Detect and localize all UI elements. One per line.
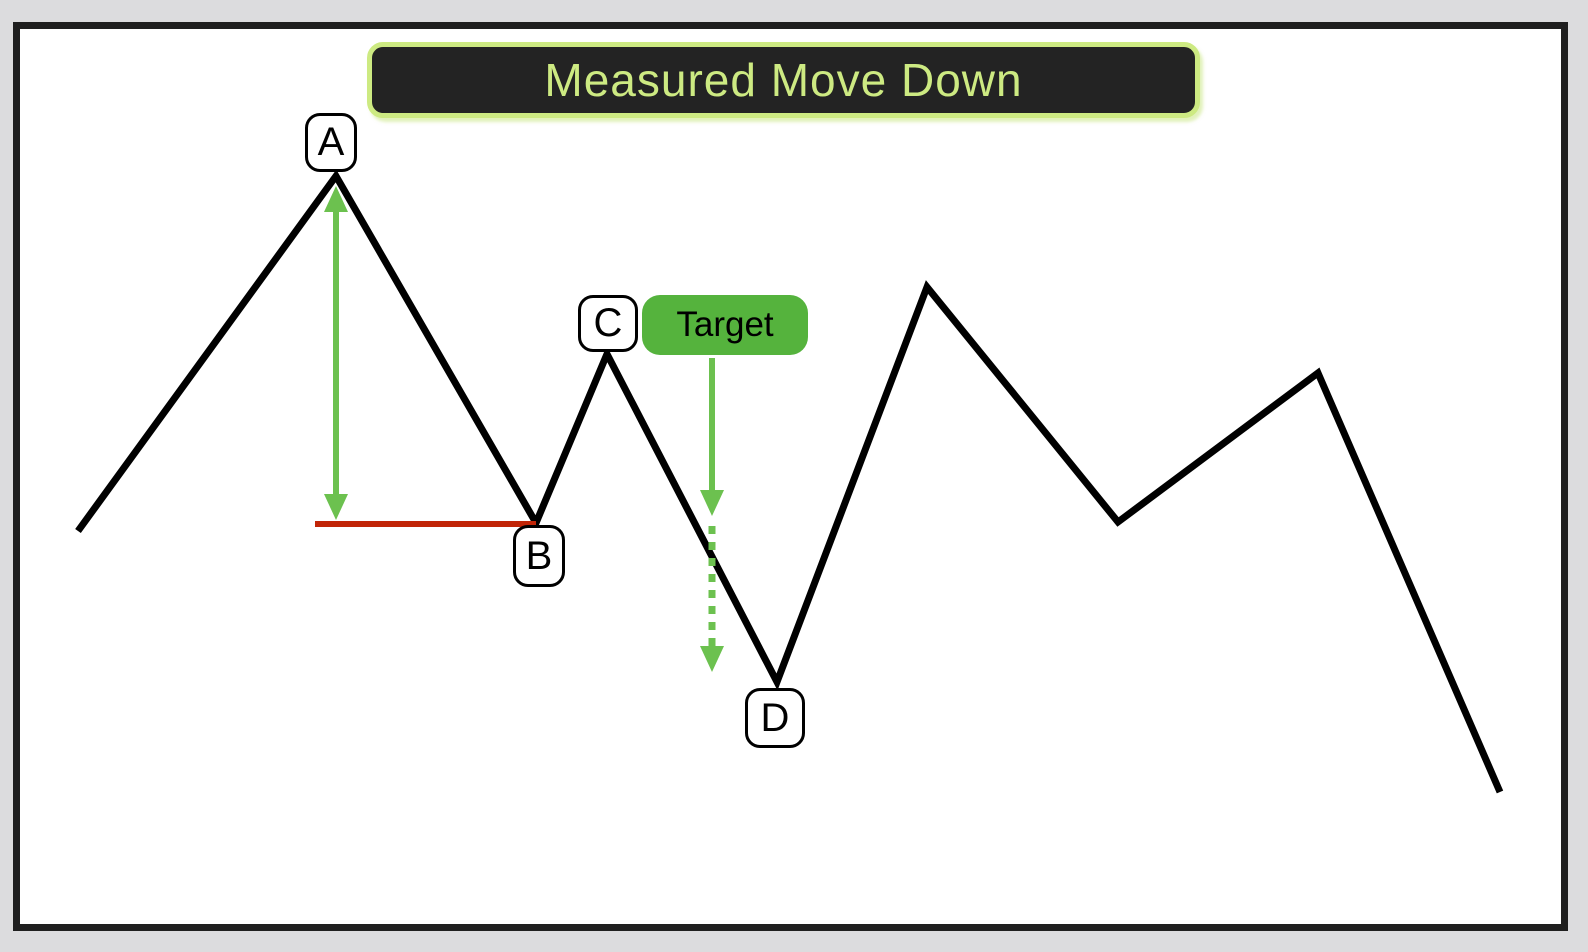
point-label-d-text: D — [760, 695, 790, 740]
target-arrow-dashed-down-arrowhead-icon — [700, 646, 724, 672]
diagram-frame — [13, 22, 1568, 931]
title-text: Measured Move Down — [544, 54, 1023, 106]
point-label-c-text: C — [593, 301, 623, 345]
point-label-a: A — [305, 113, 357, 172]
target-badge: Target — [642, 295, 808, 355]
title-box: Measured Move Down — [367, 42, 1200, 118]
price-polyline — [75, 169, 1504, 794]
point-label-b-text: B — [525, 533, 553, 578]
target-arrow-solid-down-arrowhead-icon — [700, 490, 724, 516]
point-label-a-text: A — [317, 120, 345, 164]
measure-arrow-up-arrowhead-icon — [324, 186, 348, 212]
measure-arrow-down-arrowhead-icon — [324, 494, 348, 520]
point-label-d: D — [745, 688, 805, 748]
point-label-c: C — [578, 295, 638, 352]
target-badge-text: Target — [676, 305, 774, 344]
point-label-b: B — [513, 525, 565, 587]
